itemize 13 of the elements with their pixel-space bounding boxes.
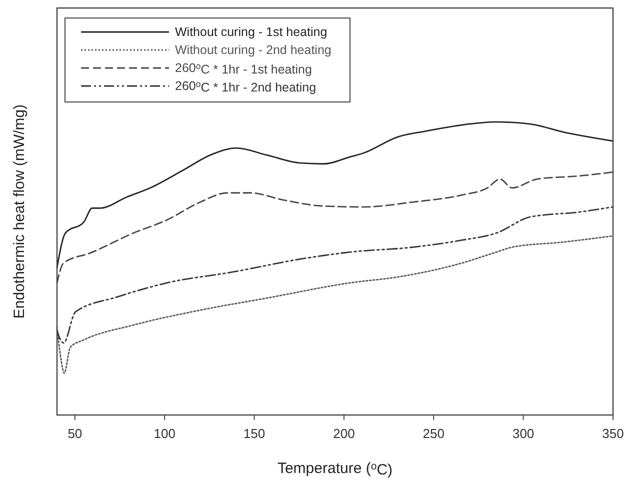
x-tick-label: 50 [68, 426, 82, 441]
text: 260$^{o}$C * 1hr - 1st heating [175, 60, 312, 76]
x-axis-title: Temperature ($^{o}$C) [277, 460, 393, 479]
x-tick-label: 100 [154, 426, 176, 441]
text: 260$^{o}$C * 1hr - 2nd heating [175, 78, 316, 94]
y-axis-title: Endothermic heat flow (mW/mg) [11, 104, 28, 319]
x-tick-label: 350 [602, 426, 624, 441]
x-tick-label: 300 [512, 426, 534, 441]
x-tick-label: 250 [422, 426, 444, 441]
text: Without curing - 1st heating [175, 25, 328, 39]
x-tick-label: 150 [243, 426, 266, 441]
x-tick-label: 200 [333, 426, 355, 441]
text: Without curing - 2nd heating [175, 43, 332, 57]
